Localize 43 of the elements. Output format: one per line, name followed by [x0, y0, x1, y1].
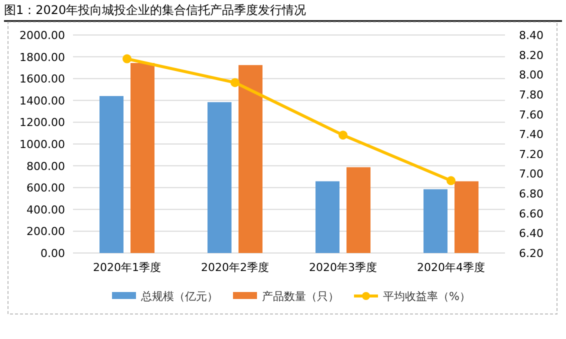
y2-tick-label: 6.60 — [519, 207, 544, 220]
x-tick-label: 2020年1季度 — [93, 261, 161, 274]
point — [230, 78, 240, 88]
bar — [238, 65, 262, 253]
y-tick-label: 200.00 — [26, 225, 65, 238]
y2-tick-label: 7.20 — [519, 148, 544, 161]
y-tick-label: 0.00 — [40, 247, 65, 260]
bar — [316, 181, 340, 253]
point — [122, 54, 132, 64]
y2-tick-label: 7.80 — [519, 88, 544, 102]
y-tick-label: 2000.00 — [20, 29, 65, 42]
y-tick-label: 1400.00 — [20, 94, 65, 108]
legend-label: 产品数量（只） — [262, 290, 339, 303]
y2-tick-label: 7.60 — [519, 108, 544, 122]
y-tick-label: 1000.00 — [20, 138, 65, 151]
y2-tick-label: 6.80 — [519, 188, 544, 201]
bar — [100, 96, 124, 253]
x-tick-label: 2020年4季度 — [417, 261, 485, 274]
bar — [454, 181, 478, 253]
legend-label: 总规模（亿元） — [140, 290, 218, 303]
y-tick-label: 1600.00 — [20, 72, 65, 86]
y2-tick-label: 7.00 — [519, 168, 544, 181]
bar — [424, 189, 448, 253]
y-tick-label: 800.00 — [26, 160, 65, 173]
y-tick-label: 400.00 — [26, 203, 65, 216]
y2-tick-label: 8.40 — [519, 29, 544, 42]
bar — [346, 167, 370, 253]
chart-title: 图1：2020年投向城投企业的集合信托产品季度发行情况 — [4, 3, 306, 17]
point — [338, 130, 348, 140]
bar — [208, 102, 232, 253]
y2-tick-label: 8.00 — [519, 68, 544, 82]
x-tick-label: 2020年2季度 — [201, 261, 269, 274]
x-tick-label: 2020年3季度 — [309, 261, 377, 274]
y2-tick-label: 8.20 — [519, 48, 544, 62]
point — [446, 176, 456, 186]
y2-tick-label: 6.20 — [519, 247, 544, 260]
y2-tick-label: 6.40 — [519, 227, 544, 240]
y2-tick-label: 7.40 — [519, 128, 544, 142]
y-tick-label: 600.00 — [26, 182, 65, 195]
bar — [130, 63, 154, 253]
y-tick-label: 1800.00 — [20, 50, 65, 64]
legend-label: 平均收益率（%） — [383, 290, 470, 303]
y-tick-label: 1200.00 — [20, 116, 65, 130]
